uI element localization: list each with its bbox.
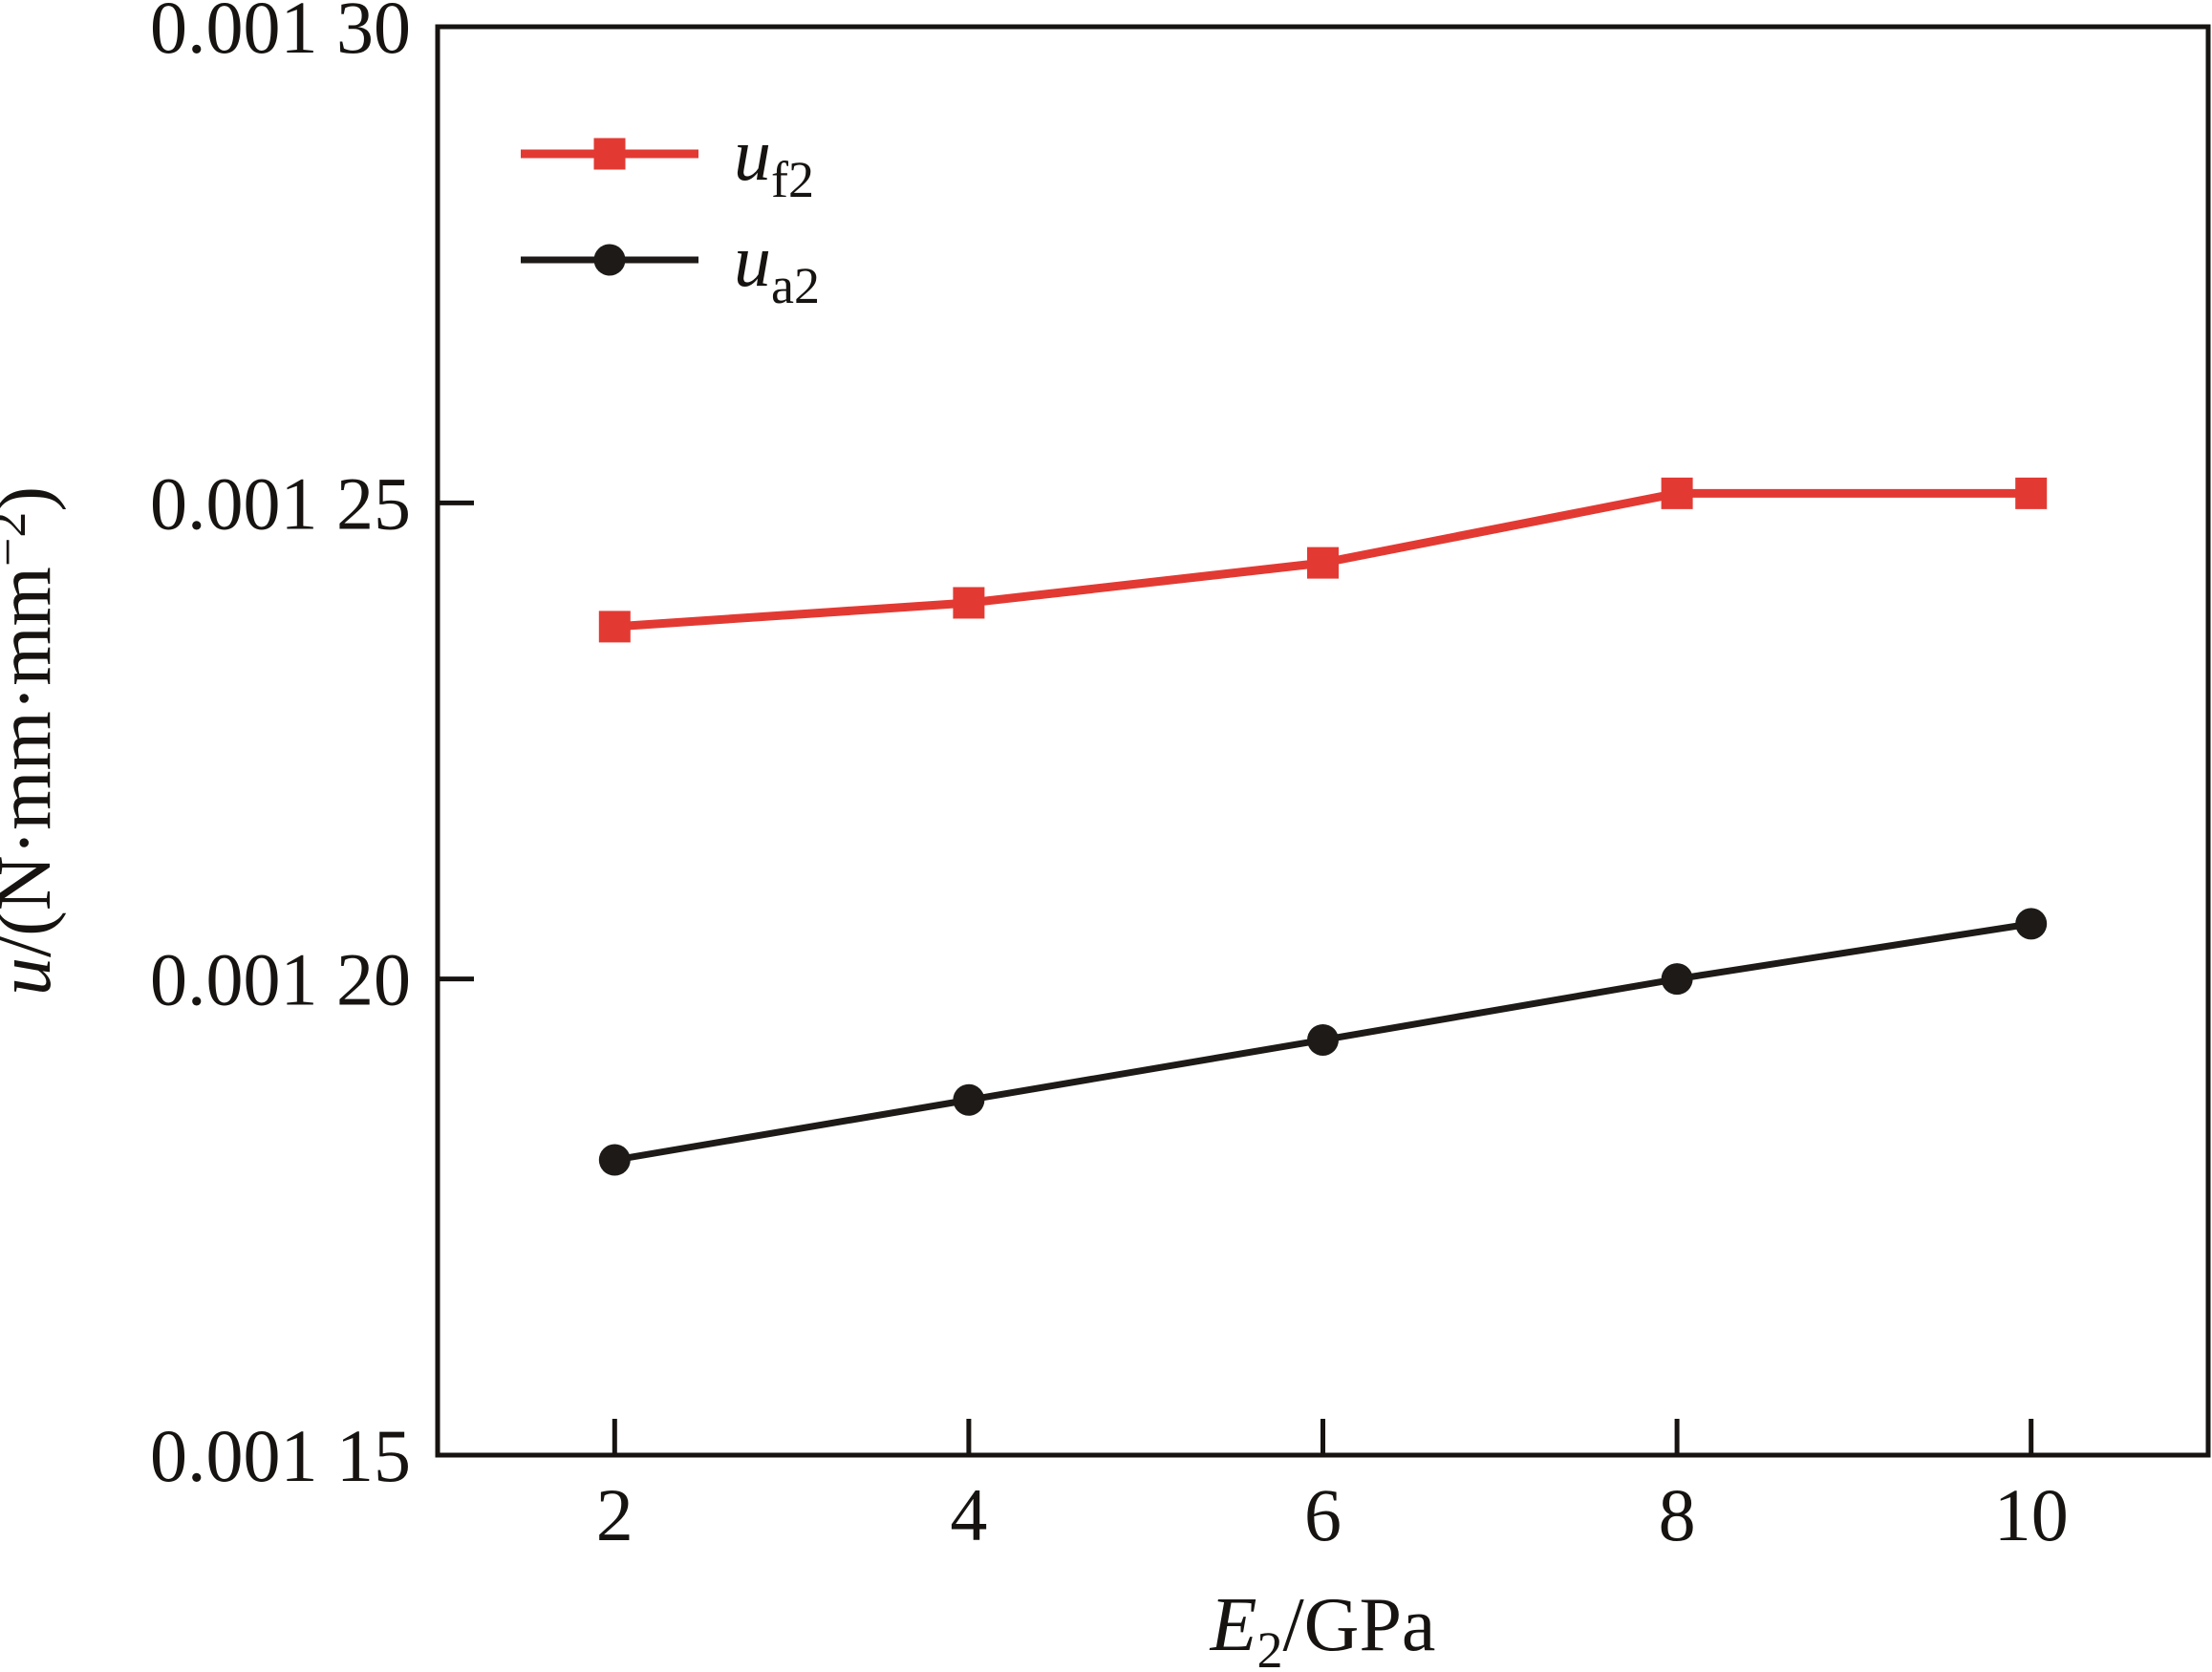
- series-marker-ua2: [1661, 963, 1693, 996]
- x-axis-title: E2/GPa: [1210, 1583, 1436, 1672]
- y-tick-label: 0.001 15: [150, 1414, 411, 1497]
- y-axis-title: u/(N·mm·mm−2): [0, 486, 67, 996]
- x-tick-label: 2: [596, 1473, 634, 1556]
- x-tick-label: 8: [1659, 1473, 1696, 1556]
- x-tick-label: 10: [1994, 1473, 2069, 1556]
- legend-marker-uf2: [593, 138, 626, 170]
- legend-marker-ua2: [593, 244, 626, 276]
- series-marker-uf2: [1307, 547, 1339, 579]
- series-marker-ua2: [598, 1144, 631, 1176]
- series-marker-uf2: [1661, 477, 1693, 509]
- series-marker-ua2: [953, 1083, 985, 1116]
- legend-label-uf2: uf2: [734, 113, 814, 208]
- plot-border: [435, 24, 2211, 1458]
- x-tick-label: 4: [950, 1473, 987, 1556]
- series-marker-ua2: [2015, 908, 2048, 940]
- x-tick-label: 6: [1304, 1473, 1342, 1556]
- legend-label-ua2: ua2: [734, 219, 820, 314]
- series-marker-uf2: [953, 587, 985, 619]
- y-tick-label: 0.001 25: [150, 461, 411, 545]
- y-tick-label: 0.001 20: [150, 938, 411, 1021]
- series-marker-uf2: [2015, 477, 2048, 509]
- y-tick-label: 0.001 30: [150, 0, 411, 69]
- series-marker-ua2: [1307, 1023, 1339, 1056]
- series-marker-uf2: [598, 611, 631, 643]
